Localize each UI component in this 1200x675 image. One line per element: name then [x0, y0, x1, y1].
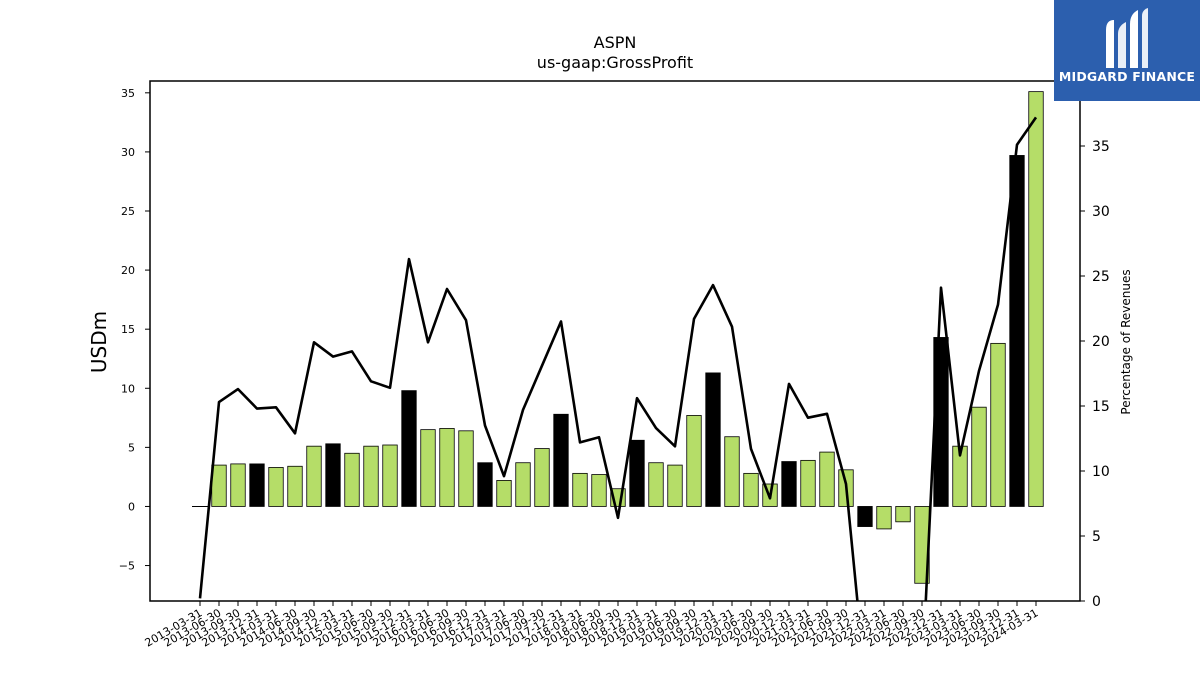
bar-2014-06-30	[287, 465, 303, 507]
bar-2020-12-31	[781, 461, 797, 507]
bar-2019-06-30	[667, 464, 683, 507]
bar-2017-03-31	[496, 480, 512, 507]
bar-2014-12-31	[325, 443, 341, 507]
bar-2019-12-31	[705, 372, 721, 507]
bar-2022-12-31	[933, 337, 949, 507]
bar-2022-03-31	[876, 506, 892, 530]
bar-2014-03-31	[268, 467, 284, 507]
y2-tick-label: 20	[1092, 334, 1110, 350]
y2-tick-label: 35	[1092, 139, 1110, 155]
bar-2016-03-31	[420, 429, 436, 507]
bar-2013-12-31	[249, 463, 265, 507]
plot-area: −505101520253035051015202530352013-03-31…	[119, 80, 1110, 650]
chart-subtitle: us-gaap:GrossProfit	[537, 53, 693, 72]
y2-tick-label: 5	[1092, 529, 1101, 545]
y2-tick-label: 15	[1092, 399, 1110, 415]
bar-2024-03-31	[1028, 91, 1044, 507]
bar-2015-12-31	[401, 390, 417, 507]
bar-2020-06-30	[743, 472, 759, 507]
logo: MIDGARD FINANCE	[1054, 0, 1200, 101]
y-tick-label: 0	[128, 500, 135, 513]
y-tick-label: 30	[121, 146, 135, 159]
bar-2015-03-31	[344, 452, 360, 507]
bar-2014-09-30	[306, 445, 322, 507]
bar-2019-03-31	[648, 462, 664, 507]
bar-2019-09-30	[686, 415, 702, 507]
bar-2023-06-30	[971, 406, 987, 507]
y2-tick-label: 0	[1092, 594, 1101, 610]
bar-2021-03-31	[800, 459, 816, 507]
y2-tick-label: 30	[1092, 204, 1110, 220]
logo-text: MIDGARD FINANCE	[1058, 69, 1196, 84]
y-tick-label: 5	[128, 441, 135, 454]
bar-2015-06-30	[363, 445, 379, 507]
bar-2023-09-30	[990, 342, 1006, 507]
bar-2015-09-30	[382, 444, 398, 507]
bar-2016-09-30	[458, 430, 474, 507]
y2-tick-label: 10	[1092, 464, 1110, 480]
bar-2022-06-30	[895, 506, 911, 523]
y2-axis-label: Percentage of Revenues	[1119, 269, 1133, 414]
bar-2021-12-31	[857, 506, 873, 527]
y-tick-label: −5	[119, 560, 135, 573]
bar-2016-06-30	[439, 428, 455, 507]
bar-2016-12-31	[477, 462, 493, 507]
y-tick-label: 35	[121, 87, 135, 100]
bar-2013-06-30	[211, 464, 227, 507]
bar-2018-03-31	[572, 472, 588, 507]
bar-2018-12-31	[629, 439, 645, 507]
bar-2017-09-30	[534, 448, 550, 507]
chart-title: ASPN	[594, 33, 637, 52]
midgard-logo-icon	[1106, 8, 1148, 68]
bar-2017-06-30	[515, 462, 531, 507]
bar-2021-06-30	[819, 451, 835, 507]
bar-2020-03-31	[724, 436, 740, 507]
y2-tick-label: 25	[1092, 269, 1110, 285]
bar-2017-12-31	[553, 413, 569, 507]
y-tick-label: 20	[121, 264, 135, 277]
y-tick-label: 10	[121, 382, 135, 395]
bar-2023-12-31	[1009, 155, 1025, 507]
y-tick-label: 25	[121, 205, 135, 218]
y-axis-label: USDm	[87, 311, 111, 373]
percentage-line	[198, 116, 1038, 601]
y-tick-label: 15	[121, 323, 135, 336]
bar-2013-09-30	[230, 463, 246, 507]
bar-2018-06-30	[591, 474, 607, 507]
